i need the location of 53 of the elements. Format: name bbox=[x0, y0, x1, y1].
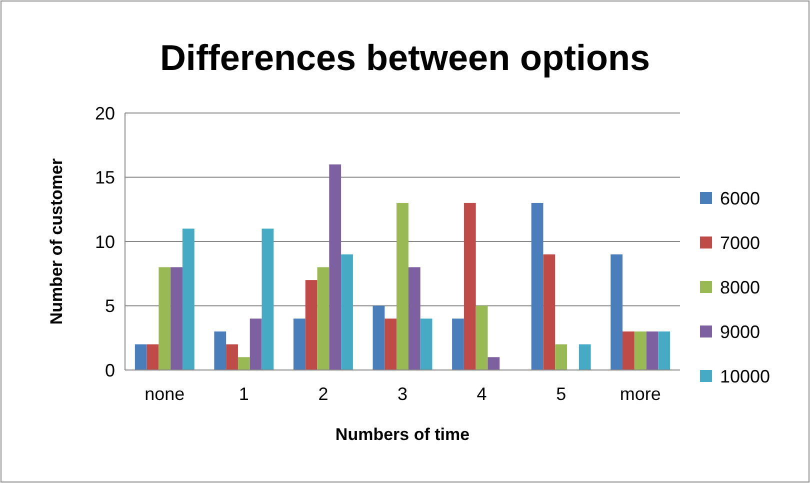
bar bbox=[170, 267, 182, 370]
legend-label: 10000 bbox=[720, 366, 770, 386]
x-axis-title: Numbers of time bbox=[335, 425, 470, 444]
bar bbox=[341, 254, 353, 370]
x-tick-label: 1 bbox=[238, 384, 249, 404]
bar bbox=[646, 331, 658, 370]
legend-label: 8000 bbox=[720, 277, 760, 298]
bar bbox=[543, 254, 556, 370]
legend-label: 6000 bbox=[720, 188, 760, 208]
y-tick-label: 10 bbox=[94, 232, 115, 252]
bar bbox=[531, 202, 544, 370]
bar bbox=[578, 344, 591, 370]
bar bbox=[305, 280, 318, 370]
legend-label: 7000 bbox=[720, 232, 760, 253]
bar bbox=[317, 267, 330, 370]
bar bbox=[372, 306, 385, 370]
bar bbox=[238, 357, 250, 370]
bar bbox=[250, 318, 262, 370]
legend-label: 9000 bbox=[720, 322, 760, 342]
bar bbox=[464, 202, 476, 370]
y-tick-label: 15 bbox=[94, 168, 115, 188]
bar bbox=[182, 228, 194, 370]
bar bbox=[420, 318, 432, 370]
bar bbox=[146, 344, 159, 370]
bar bbox=[488, 357, 500, 370]
bar bbox=[384, 318, 397, 370]
bar bbox=[610, 254, 623, 370]
y-tick-label: 0 bbox=[104, 360, 115, 380]
x-tick-label: 3 bbox=[397, 384, 408, 404]
bar bbox=[214, 331, 226, 370]
bar bbox=[452, 318, 464, 370]
chart-title: Differences between options bbox=[160, 37, 650, 78]
bar bbox=[408, 267, 420, 370]
bar bbox=[134, 344, 147, 370]
x-tick-label: none bbox=[144, 384, 185, 404]
x-tick-label: 4 bbox=[476, 384, 487, 404]
x-tick-label: 5 bbox=[556, 384, 566, 404]
bar bbox=[476, 306, 488, 370]
y-axis-title: Number of customer bbox=[47, 158, 66, 325]
bar bbox=[396, 202, 408, 370]
bar bbox=[158, 267, 171, 370]
y-tick-label: 5 bbox=[104, 296, 115, 316]
bar bbox=[555, 344, 568, 370]
bar bbox=[622, 331, 634, 370]
x-tick-label: 2 bbox=[318, 384, 328, 404]
bar bbox=[262, 228, 274, 370]
bar bbox=[634, 331, 646, 370]
bar bbox=[329, 164, 342, 370]
bar bbox=[658, 331, 670, 370]
bar bbox=[226, 344, 238, 370]
bar bbox=[293, 318, 306, 370]
x-tick-label: more bbox=[620, 384, 661, 404]
y-tick-label: 20 bbox=[94, 103, 115, 124]
